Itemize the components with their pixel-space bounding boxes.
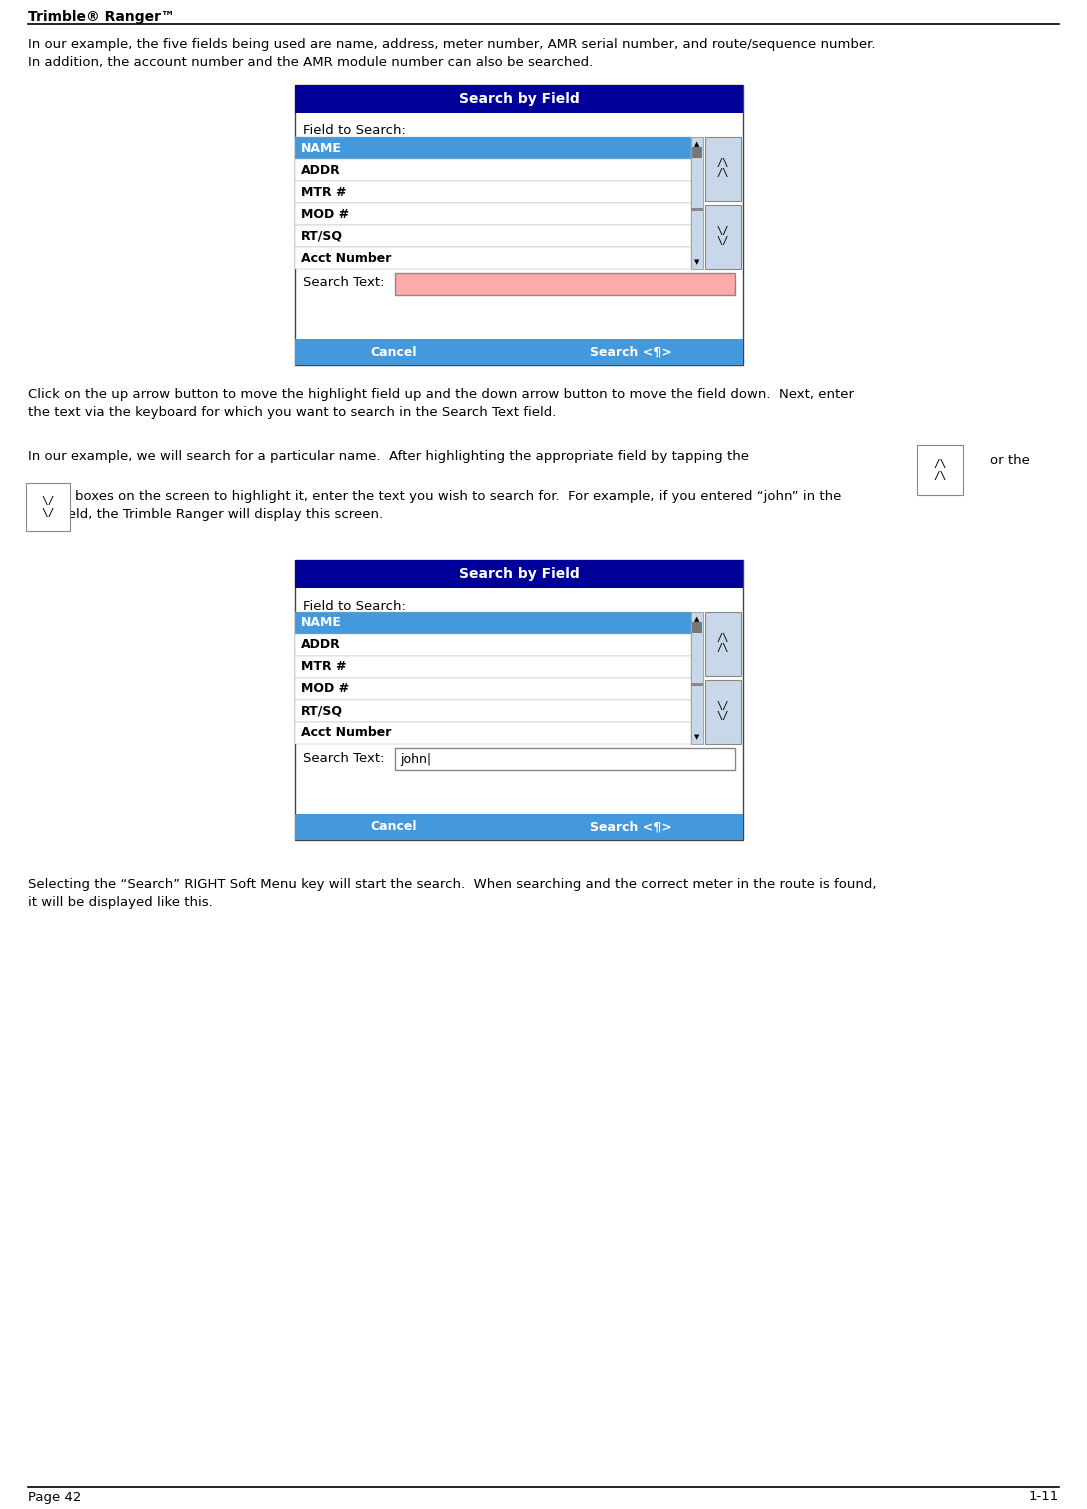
Text: /\
/\: /\ /\ [716,632,729,653]
Text: MTR #: MTR # [301,186,347,199]
Text: Acct Number: Acct Number [301,252,391,264]
Bar [295,813,744,841]
Text: Acct Number: Acct Number [301,726,391,739]
Bar [917,445,963,495]
Bar [692,622,702,632]
Bar [26,483,70,531]
Text: NAME: NAME [301,617,342,629]
Text: MTR #: MTR # [301,661,347,673]
Bar [295,656,691,678]
Bar [705,681,741,744]
Bar [295,634,691,656]
Bar [395,273,735,294]
Bar [295,613,691,634]
Bar [295,340,744,365]
Text: In our example, we will search for a particular name.  After highlighting the ap: In our example, we will search for a par… [28,450,749,463]
Text: Search <¶>: Search <¶> [590,346,672,359]
Bar [295,158,691,181]
Text: \/
\/: \/ \/ [716,700,729,721]
Text: /\
/\: /\ /\ [934,459,947,481]
Bar [691,208,703,211]
Text: In our example, the five fields being used are name, address, meter number, AMR : In our example, the five fields being us… [28,38,875,51]
Text: MOD #: MOD # [301,682,349,696]
Text: In addition, the account number and the AMR module number can also be searched.: In addition, the account number and the … [28,56,594,69]
Bar [295,204,691,225]
Bar [691,682,703,685]
Text: 1-11: 1-11 [1028,1491,1059,1503]
Text: RT/SQ: RT/SQ [301,705,343,717]
Bar [295,678,691,700]
Bar [295,85,744,365]
Text: Page 42: Page 42 [28,1491,82,1503]
Bar [395,748,735,770]
Text: MOD #: MOD # [301,208,349,220]
Text: \/
\/: \/ \/ [716,226,729,246]
Text: Search by Field: Search by Field [459,92,579,106]
Bar [295,137,691,158]
Bar [705,205,741,269]
Text: Search <¶>: Search <¶> [590,821,672,833]
Bar [295,560,744,589]
Text: the text via the keyboard for which you want to search in the Search Text field.: the text via the keyboard for which you … [28,406,557,420]
Text: Text field, the Trimble Ranger will display this screen.: Text field, the Trimble Ranger will disp… [28,509,383,521]
Text: ADDR: ADDR [301,638,340,652]
Bar [295,247,691,269]
Text: ▲: ▲ [695,616,700,622]
Bar [691,137,703,269]
Text: Trimble® Ranger™: Trimble® Ranger™ [28,11,175,24]
Bar [705,137,741,201]
Text: Search by Field: Search by Field [459,567,579,581]
Text: ADDR: ADDR [301,163,340,177]
Text: /\
/\: /\ /\ [716,157,729,178]
Text: Cancel: Cancel [371,346,416,359]
Text: Search Text:: Search Text: [303,276,385,290]
Bar [705,613,741,676]
Text: Cancel: Cancel [371,821,416,833]
Text: or the: or the [990,454,1029,466]
Bar [295,721,691,744]
Text: Field to Search:: Field to Search: [303,599,405,613]
Text: it will be displayed like this.: it will be displayed like this. [28,896,213,908]
Text: NAME: NAME [301,142,342,154]
Text: boxes on the screen to highlight it, enter the text you wish to search for.  For: boxes on the screen to highlight it, ent… [75,490,841,502]
Text: \/
\/: \/ \/ [41,496,54,518]
Text: RT/SQ: RT/SQ [301,229,343,243]
Text: Field to Search:: Field to Search: [303,125,405,137]
Text: john|: john| [400,753,432,765]
Text: Click on the up arrow button to move the highlight field up and the down arrow b: Click on the up arrow button to move the… [28,388,854,401]
Bar [295,85,744,113]
Bar [295,560,744,841]
Text: Search Text:: Search Text: [303,751,385,765]
Bar [295,700,691,721]
Bar [692,146,702,157]
Bar [295,181,691,204]
Text: ▲: ▲ [695,140,700,146]
Text: ▼: ▼ [695,260,700,266]
Text: Selecting the “Search” RIGHT Soft Menu key will start the search.  When searchin: Selecting the “Search” RIGHT Soft Menu k… [28,878,876,890]
Bar [295,225,691,247]
Bar [691,613,703,744]
Text: ▼: ▼ [695,733,700,739]
